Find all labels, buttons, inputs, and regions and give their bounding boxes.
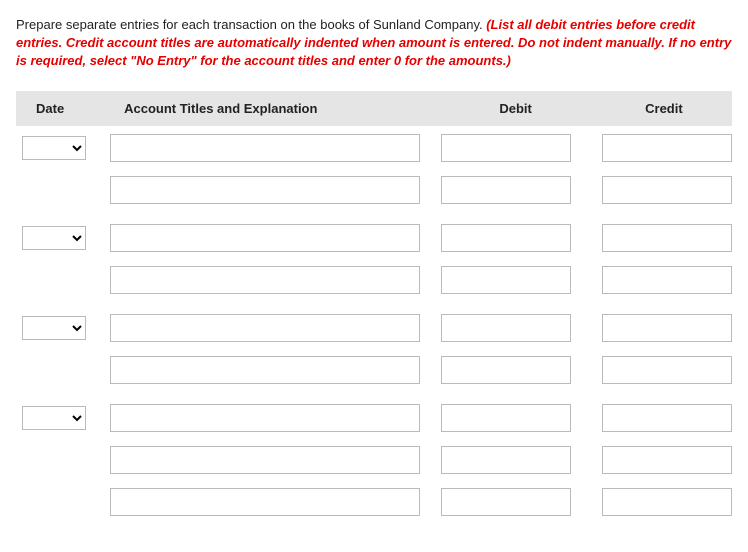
account-input[interactable] — [110, 134, 420, 162]
cell-account — [104, 488, 435, 516]
credit-input[interactable] — [602, 224, 732, 252]
credit-input[interactable] — [602, 176, 732, 204]
account-input[interactable] — [110, 266, 420, 294]
account-input[interactable] — [110, 224, 420, 252]
debit-input[interactable] — [441, 356, 571, 384]
debit-input[interactable] — [441, 176, 571, 204]
cell-debit — [435, 488, 596, 516]
entry-row — [16, 314, 732, 342]
debit-input[interactable] — [441, 446, 571, 474]
date-select[interactable] — [22, 136, 86, 160]
debit-input[interactable] — [441, 314, 571, 342]
debit-input[interactable] — [441, 224, 571, 252]
date-select[interactable] — [22, 316, 86, 340]
cell-date — [16, 136, 104, 160]
credit-input[interactable] — [602, 266, 732, 294]
entry-row — [16, 356, 732, 384]
instruction-text: Prepare separate entries for each transa… — [16, 16, 732, 71]
entry-row — [16, 176, 732, 204]
cell-debit — [435, 176, 596, 204]
instruction-plain: Prepare separate entries for each transa… — [16, 17, 486, 32]
cell-account — [104, 404, 435, 432]
cell-account — [104, 224, 435, 252]
entry-block — [16, 224, 732, 294]
credit-input[interactable] — [602, 134, 732, 162]
cell-account — [104, 446, 435, 474]
cell-credit — [596, 224, 732, 252]
cell-date — [16, 226, 104, 250]
entries-container — [16, 134, 732, 516]
debit-input[interactable] — [441, 266, 571, 294]
cell-debit — [435, 356, 596, 384]
cell-credit — [596, 488, 732, 516]
date-select[interactable] — [22, 226, 86, 250]
cell-account — [104, 266, 435, 294]
account-input[interactable] — [110, 356, 420, 384]
credit-input[interactable] — [602, 356, 732, 384]
cell-credit — [596, 176, 732, 204]
account-input[interactable] — [110, 314, 420, 342]
cell-credit — [596, 266, 732, 294]
cell-debit — [435, 134, 596, 162]
date-select[interactable] — [22, 406, 86, 430]
table-header: Date Account Titles and Explanation Debi… — [16, 91, 732, 126]
header-credit: Credit — [596, 101, 732, 116]
header-date: Date — [16, 101, 104, 116]
entry-row — [16, 224, 732, 252]
cell-debit — [435, 314, 596, 342]
credit-input[interactable] — [602, 314, 732, 342]
cell-date — [16, 316, 104, 340]
credit-input[interactable] — [602, 404, 732, 432]
debit-input[interactable] — [441, 488, 571, 516]
account-input[interactable] — [110, 404, 420, 432]
cell-credit — [596, 356, 732, 384]
cell-date — [16, 406, 104, 430]
credit-input[interactable] — [602, 488, 732, 516]
cell-debit — [435, 266, 596, 294]
debit-input[interactable] — [441, 134, 571, 162]
entry-block — [16, 314, 732, 384]
cell-account — [104, 314, 435, 342]
account-input[interactable] — [110, 176, 420, 204]
entry-block — [16, 404, 732, 516]
cell-credit — [596, 314, 732, 342]
entry-row — [16, 266, 732, 294]
credit-input[interactable] — [602, 446, 732, 474]
entry-row — [16, 134, 732, 162]
cell-debit — [435, 224, 596, 252]
cell-credit — [596, 134, 732, 162]
cell-account — [104, 134, 435, 162]
cell-credit — [596, 404, 732, 432]
account-input[interactable] — [110, 488, 420, 516]
cell-debit — [435, 404, 596, 432]
header-account: Account Titles and Explanation — [104, 101, 435, 116]
entry-block — [16, 134, 732, 204]
entry-row — [16, 446, 732, 474]
header-debit: Debit — [435, 101, 595, 116]
cell-debit — [435, 446, 596, 474]
cell-credit — [596, 446, 732, 474]
entry-row — [16, 488, 732, 516]
cell-account — [104, 176, 435, 204]
debit-input[interactable] — [441, 404, 571, 432]
account-input[interactable] — [110, 446, 420, 474]
entry-row — [16, 404, 732, 432]
cell-account — [104, 356, 435, 384]
